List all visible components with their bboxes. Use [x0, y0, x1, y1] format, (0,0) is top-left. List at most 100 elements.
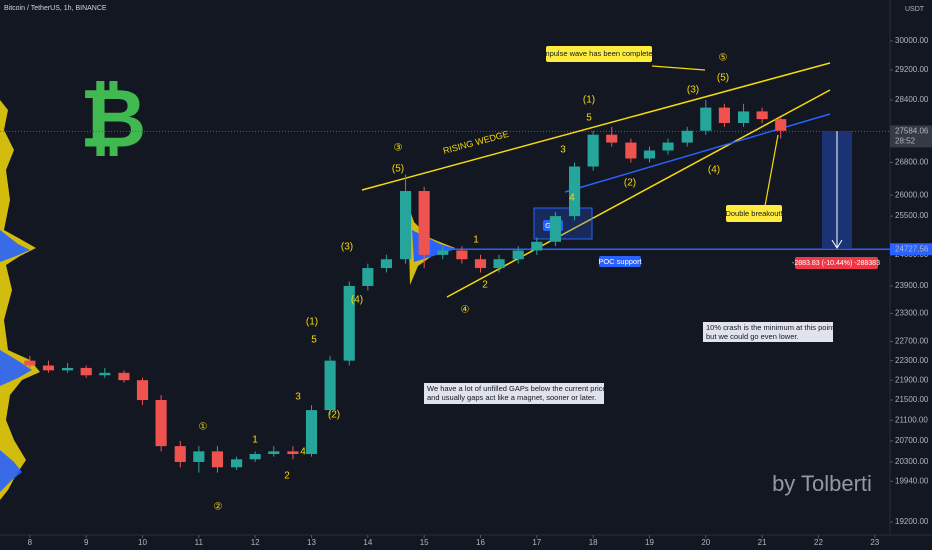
x-tick-label: 11: [195, 538, 204, 547]
y-tick-label: 22300.00: [895, 356, 929, 365]
x-tick-label: 19: [645, 538, 654, 547]
annotation: Double breakout!: [725, 209, 782, 218]
y-tick-label: 20700.00: [895, 436, 929, 445]
bitcoin-logo: ₿: [80, 74, 147, 165]
x-tick-label: 20: [701, 538, 710, 547]
candle-body: [174, 446, 186, 462]
x-tick-label: 13: [307, 538, 316, 547]
note-box: [424, 383, 604, 404]
candle-body: [249, 454, 261, 460]
annotation: Impulse wave has been completed: [541, 49, 657, 58]
candle-body: [24, 360, 36, 366]
wave-label: 5: [311, 335, 317, 346]
wave-label: (3): [687, 85, 699, 96]
wave-label: ①: [199, 422, 208, 433]
volume-profile: [0, 100, 40, 500]
wave-label: 3: [560, 145, 566, 156]
y-tick-label: 25500.00: [895, 211, 929, 220]
x-tick-label: 10: [138, 538, 147, 547]
candle-body: [700, 107, 712, 131]
candle-body: [643, 150, 656, 159]
wave-label: 4: [569, 193, 575, 204]
wave-label: (1): [306, 317, 318, 328]
annotation: We have a lot of unfilled GAPs below the…: [427, 384, 609, 393]
wave-label: 1: [252, 435, 258, 446]
drawings: [361, 62, 852, 298]
callout-box: [546, 46, 652, 62]
chart-title: Bitcoin / TetherUS, 1h, BINANCE: [4, 5, 107, 12]
candle-body: [493, 259, 505, 269]
x-tick-label: 12: [251, 538, 260, 547]
wave-label: 4: [300, 447, 306, 458]
wave-label: ③: [394, 143, 403, 154]
candle-body: [474, 259, 487, 269]
measure-label-box: [795, 257, 878, 269]
candle-body: [362, 268, 374, 286]
price-label-box: [890, 243, 932, 256]
measure-label: -2883.83 (-10.44%) -288383: [792, 260, 880, 267]
candle-body: [42, 365, 55, 371]
wave-label: ④: [461, 305, 470, 316]
y-tick-label: 23900.00: [895, 281, 929, 290]
wave-label: 3: [295, 392, 301, 403]
callout-box: [726, 205, 782, 222]
wave-label: 5: [586, 113, 592, 124]
candle-body: [681, 130, 693, 143]
wave-label: (3): [341, 242, 353, 253]
wave-label: (1): [583, 95, 595, 106]
candle-body: [380, 259, 392, 269]
x-tick-label: 15: [420, 538, 429, 547]
candle-body: [625, 142, 637, 159]
wave-label: (5): [392, 164, 404, 175]
wave-label: 2: [284, 471, 290, 482]
y-tick-label: 19940.00: [895, 476, 929, 485]
candle-body: [305, 410, 318, 455]
x-tick-label: 9: [84, 538, 89, 547]
x-tick-label: 14: [363, 538, 372, 547]
y-tick-label: 26800.00: [895, 158, 929, 167]
wave-label: ⑤: [719, 53, 728, 64]
candle-body: [155, 400, 167, 447]
wave-label: 2: [482, 280, 488, 291]
candle-body: [418, 191, 430, 255]
label-box: [599, 256, 641, 267]
candle-body: [756, 111, 768, 120]
wedge-line: [361, 62, 831, 191]
y-tick-label: 22700.00: [895, 337, 929, 346]
wave-label: (4): [708, 165, 720, 176]
note-box: [703, 322, 833, 342]
candle-body: [193, 451, 205, 462]
candle-body: [80, 367, 92, 376]
wave-label: (2): [624, 178, 636, 189]
price-label-box: [890, 125, 932, 148]
measure-arrow: [831, 239, 843, 249]
poc-price-label: 24727.56: [895, 244, 929, 253]
y-tick-label: 30000.00: [895, 36, 929, 45]
candle-body: [662, 142, 674, 151]
countdown: 28:52: [895, 137, 916, 146]
y-tick-label: 20300.00: [895, 457, 929, 466]
watermark: by Tolberti: [772, 471, 872, 496]
wave-label: (4): [351, 295, 363, 306]
candle-body: [775, 119, 787, 131]
candle-body: [456, 250, 468, 260]
candle-body: [587, 134, 599, 167]
wave-label: 1: [473, 235, 479, 246]
y-tick-label: 21900.00: [895, 375, 929, 384]
y-tick-label: 21100.00: [895, 415, 928, 424]
annotation: but we could go even lower.: [706, 332, 799, 341]
callout-pointer: [651, 65, 706, 71]
y-tick-label: 28400.00: [895, 95, 929, 104]
y-tick-label: 26000.00: [895, 190, 929, 199]
candle-body: [512, 250, 524, 260]
candle-body: [606, 134, 618, 143]
y-tick-label: 21500.00: [895, 395, 929, 404]
annotation: POC support: [598, 257, 642, 266]
y-tick-label: 23300.00: [895, 308, 929, 317]
last-price-label: 27584.06: [895, 127, 929, 136]
candle-body: [531, 241, 543, 251]
candle-body: [549, 216, 561, 242]
candle-body: [324, 360, 336, 411]
